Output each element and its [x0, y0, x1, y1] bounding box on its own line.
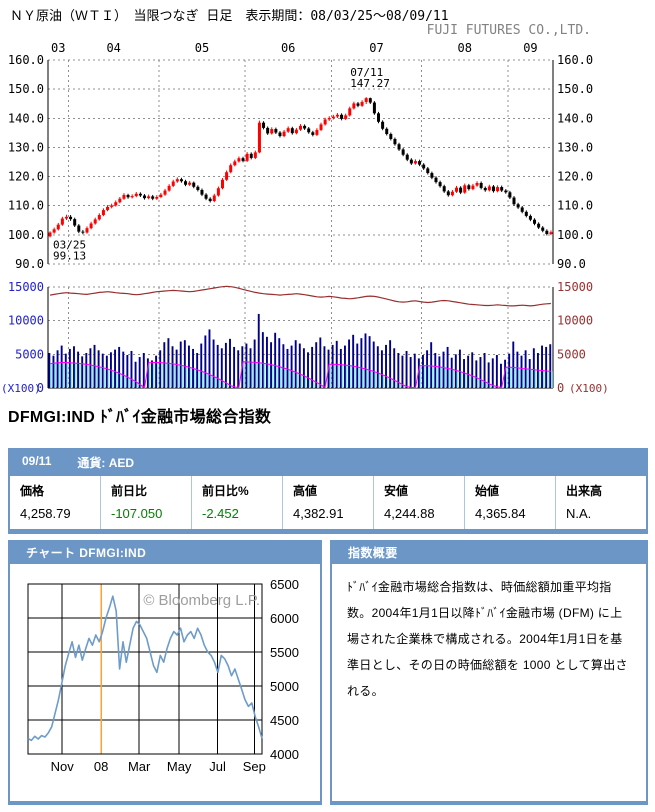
chart-annotation: 07/11 — [350, 66, 383, 79]
index-heading: DFMGI:IND ﾄﾞﾊﾞｲ金融市場総合指数 — [8, 409, 272, 426]
quote-column-value: 4,244.88 — [384, 506, 435, 521]
summary-panel-header: 指数概要 — [332, 542, 646, 564]
index-y-tick: 4500 — [270, 713, 299, 728]
price-tick-left: 110.0 — [8, 199, 44, 213]
month-label: 08 — [458, 41, 472, 55]
price-tick-left: 100.0 — [8, 228, 44, 242]
index-x-tick: 08 — [94, 759, 108, 774]
volume-unit-right: (X100) — [569, 382, 609, 395]
price-tick-right: 110.0 — [557, 199, 593, 213]
month-label: 09 — [523, 41, 537, 55]
volume-tick-left: 10000 — [8, 314, 44, 328]
index-x-tick: May — [167, 759, 192, 774]
volume-tick-right: 10000 — [557, 314, 593, 328]
price-tick-right: 140.0 — [557, 111, 593, 125]
chart-annotation: 99.13 — [53, 249, 86, 262]
quote-bar: 09/11 通貨: AED — [10, 450, 646, 476]
price-tick-right: 100.0 — [557, 228, 593, 242]
price-volume-chart: 90.0 90.0 100.0 100.0 110.0 110.0 120.0 120.0 13… — [1, 41, 609, 395]
bottom-panels: チャート DFMGI:IND 4000 4500 5000 5500 6000 6500 N… — [8, 540, 648, 805]
summary-text: ﾄﾞﾊﾞｲ金融市場総合指数は、時価総額加重平均指数。2004年1月1日以降ﾄﾞﾊ… — [347, 580, 628, 698]
price-tick-left: 90.0 — [15, 257, 44, 271]
price-tick-left: 160.0 — [8, 53, 44, 67]
price-tick-left: 150.0 — [8, 82, 44, 96]
quote-column: 価格 4,258.79 — [10, 476, 100, 529]
volume-tick-left: 5000 — [15, 347, 44, 361]
candlestick-series — [48, 97, 553, 238]
index-x-tick: Jul — [209, 759, 226, 774]
month-label: 07 — [369, 41, 383, 55]
index-x-tick: Nov — [51, 759, 75, 774]
open-interest-bars — [50, 361, 553, 388]
month-label: 06 — [281, 41, 295, 55]
open-interest-near-line — [50, 361, 551, 389]
quote-currency: 通貨: AED — [77, 456, 135, 470]
quote-column-value: -2.452 — [202, 506, 239, 521]
index-line-chart: 4000 4500 5000 5500 6000 6500 Nov 08 Mar May Jul Se… — [27, 577, 299, 774]
volume-tick-right: 0 — [557, 381, 564, 395]
index-y-tick: 5500 — [270, 645, 299, 660]
chart-panel: チャート DFMGI:IND 4000 4500 5000 5500 6000 6500 N… — [8, 540, 322, 805]
quote-column-header: 始値 — [475, 484, 500, 498]
quote-column-value: 4,258.79 — [20, 506, 71, 521]
price-chart-title: ＮＹ原油（ＷＴＩ） 当限つなぎ 日足 表示期間：08/03/25～08/09/1… — [10, 9, 449, 24]
quote-column-value: -107.050 — [111, 506, 163, 521]
volume-tick-left: 0 — [37, 381, 44, 395]
chart-annotation: 03/25 — [53, 238, 86, 251]
index-y-tick: 6500 — [270, 577, 299, 592]
volume-tick-right: 5000 — [557, 347, 586, 361]
index-y-tick: 5000 — [270, 679, 299, 694]
quote-column: 前日比% -2.452 — [191, 476, 282, 529]
quote-column-header: 価格 — [20, 484, 45, 498]
quote-column-value: 4,365.84 — [475, 506, 526, 521]
index-price-line — [27, 595, 263, 742]
quote-column: 始値 4,365.84 — [464, 476, 555, 529]
index-x-tick: Sep — [243, 759, 266, 774]
price-tick-right: 90.0 — [557, 257, 586, 271]
price-tick-left: 130.0 — [8, 140, 44, 154]
price-tick-left: 120.0 — [8, 170, 44, 184]
price-tick-left: 140.0 — [8, 111, 44, 125]
quote-column-header: 安値 — [384, 484, 409, 498]
price-tick-right: 160.0 — [557, 53, 593, 67]
index-y-tick: 6000 — [270, 611, 299, 626]
bloomberg-watermark: © Bloomberg L.P. — [143, 592, 260, 609]
quote-column: 高値 4,382.91 — [282, 476, 373, 529]
gridlines — [48, 59, 553, 388]
quote-box: 09/11 通貨: AED 価格 4,258.79 前日比 -107.050 前日比% -… — [8, 448, 648, 534]
index-x-tick: Mar — [128, 759, 151, 774]
quote-table: 価格 4,258.79 前日比 -107.050 前日比% -2.452 高値 4,382.9… — [10, 476, 646, 529]
volume-tick-right: 15000 — [557, 280, 593, 294]
chart-panel-header: チャート DFMGI:IND — [10, 542, 320, 564]
quote-column-header: 前日比 — [111, 484, 148, 498]
price-tick-right: 120.0 — [557, 170, 593, 184]
month-label: 03 — [51, 41, 65, 55]
quote-column-header: 高値 — [293, 484, 318, 498]
open-interest-total-line — [49, 285, 551, 307]
quote-column: 安値 4,244.88 — [373, 476, 464, 529]
chart-annotation: 147.27 — [350, 77, 390, 90]
quote-column: 前日比 -107.050 — [100, 476, 191, 529]
quote-date: 09/11 — [22, 454, 52, 468]
price-tick-right: 150.0 — [557, 82, 593, 96]
price-tick-right: 130.0 — [557, 140, 593, 154]
month-label: 04 — [106, 41, 120, 55]
quote-column-header: 出来高 — [566, 484, 603, 498]
volume-unit-left: (X100) — [1, 382, 41, 395]
quote-column-header: 前日比% — [202, 484, 249, 498]
axis-labels: 90.0 90.0 100.0 100.0 110.0 110.0 120.0 120.0 13… — [1, 41, 609, 395]
volume-tick-left: 15000 — [8, 280, 44, 294]
index-y-tick: 4000 — [270, 747, 299, 762]
company-name: FUJI FUTURES CO.,LTD. — [426, 23, 591, 38]
quote-column: 出来高 N.A. — [555, 476, 646, 529]
chart-panel-body: 4000 4500 5000 5500 6000 6500 Nov 08 Mar May Jul Se… — [10, 564, 320, 804]
month-label: 05 — [195, 41, 209, 55]
summary-panel: 指数概要 ﾄﾞﾊﾞｲ金融市場総合指数は、時価総額加重平均指数。2004年1月1日… — [330, 540, 648, 805]
quote-column-value: 4,382.91 — [293, 506, 344, 521]
quote-column-value: N.A. — [566, 506, 592, 521]
